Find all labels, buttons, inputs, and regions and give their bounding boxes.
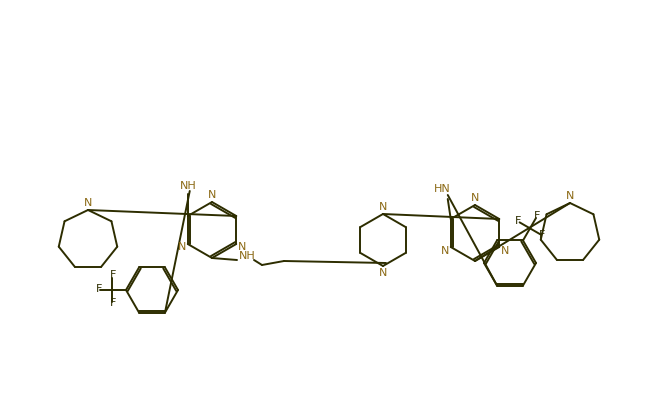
Text: N: N (208, 190, 216, 200)
Text: F: F (515, 217, 521, 227)
Text: F: F (110, 270, 116, 280)
Text: N: N (238, 242, 246, 252)
Text: F: F (534, 211, 540, 221)
Text: NH: NH (239, 251, 255, 261)
Text: NH: NH (179, 181, 196, 191)
Text: N: N (379, 268, 387, 278)
Text: N: N (441, 245, 449, 255)
Text: F: F (96, 284, 102, 294)
Text: F: F (539, 230, 545, 240)
Text: N: N (379, 202, 387, 212)
Text: N: N (566, 191, 574, 201)
Text: N: N (84, 198, 92, 208)
Text: N: N (501, 245, 510, 255)
Text: F: F (110, 298, 116, 308)
Text: N: N (177, 242, 186, 252)
Text: N: N (471, 193, 479, 203)
Text: HN: HN (434, 184, 450, 194)
